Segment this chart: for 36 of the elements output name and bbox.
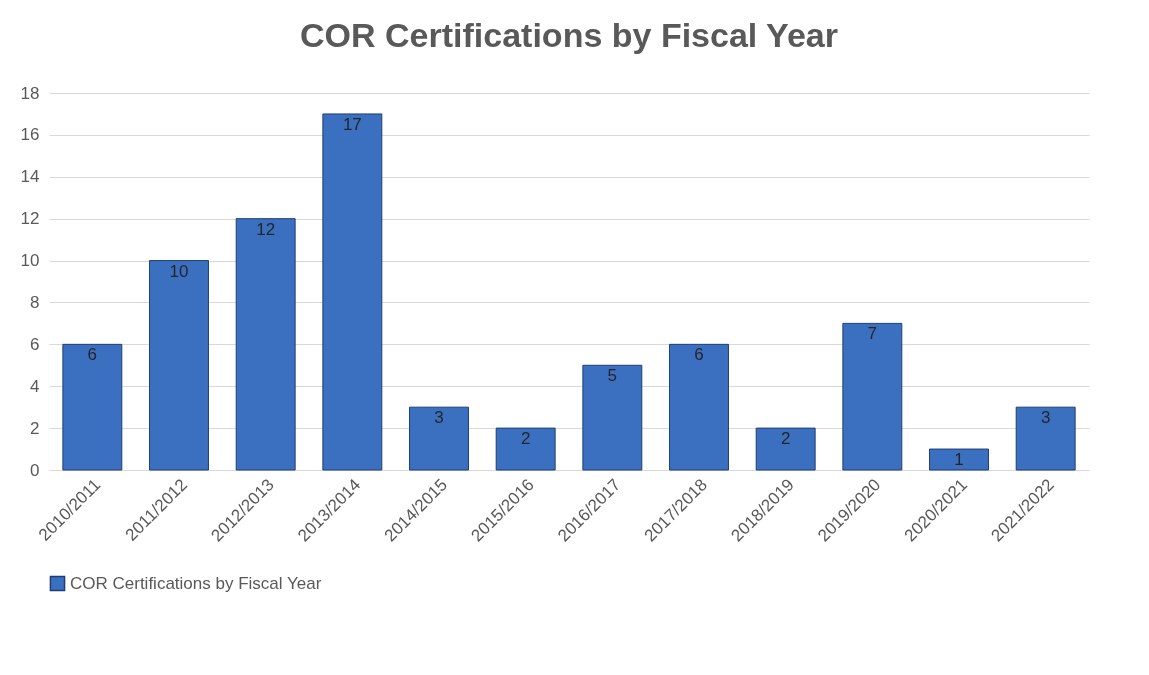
bar (62, 343, 123, 471)
y-tick-label: 6 (30, 334, 40, 354)
y-tick-label: 8 (30, 292, 40, 312)
bar (929, 448, 989, 471)
y-tick-label: 18 (20, 83, 40, 103)
bar (842, 322, 903, 471)
data-label: 2 (520, 429, 531, 449)
y-tick-label: 0 (30, 460, 40, 480)
data-label: 5 (607, 366, 618, 386)
bar (1015, 406, 1076, 471)
y-tick-label: 10 (20, 251, 40, 271)
bar (755, 427, 816, 471)
data-label: 17 (342, 114, 362, 134)
y-tick-label: 14 (20, 167, 40, 187)
data-label: 3 (1040, 408, 1051, 428)
chart-title: COR Certifications by Fiscal Year (300, 16, 838, 54)
bar (149, 260, 209, 471)
data-label: 1 (954, 450, 964, 470)
legend-label: COR Certifications by Fiscal Year (70, 573, 322, 593)
bar (322, 113, 383, 471)
bar (669, 343, 729, 471)
y-tick-label: 16 (20, 125, 40, 145)
data-label: 2 (780, 429, 791, 449)
data-label: 6 (694, 345, 704, 365)
data-label: 7 (867, 324, 878, 344)
data-label: 6 (87, 345, 98, 365)
bar (409, 406, 469, 471)
data-label: 12 (256, 219, 276, 239)
y-tick-label: 4 (30, 376, 40, 396)
bar (582, 364, 643, 471)
y-tick-label: 12 (20, 209, 40, 229)
bar (495, 427, 556, 471)
y-tick-label: 2 (30, 418, 40, 438)
bar (235, 218, 296, 471)
data-label: 10 (169, 261, 189, 281)
data-label: 3 (434, 408, 444, 428)
